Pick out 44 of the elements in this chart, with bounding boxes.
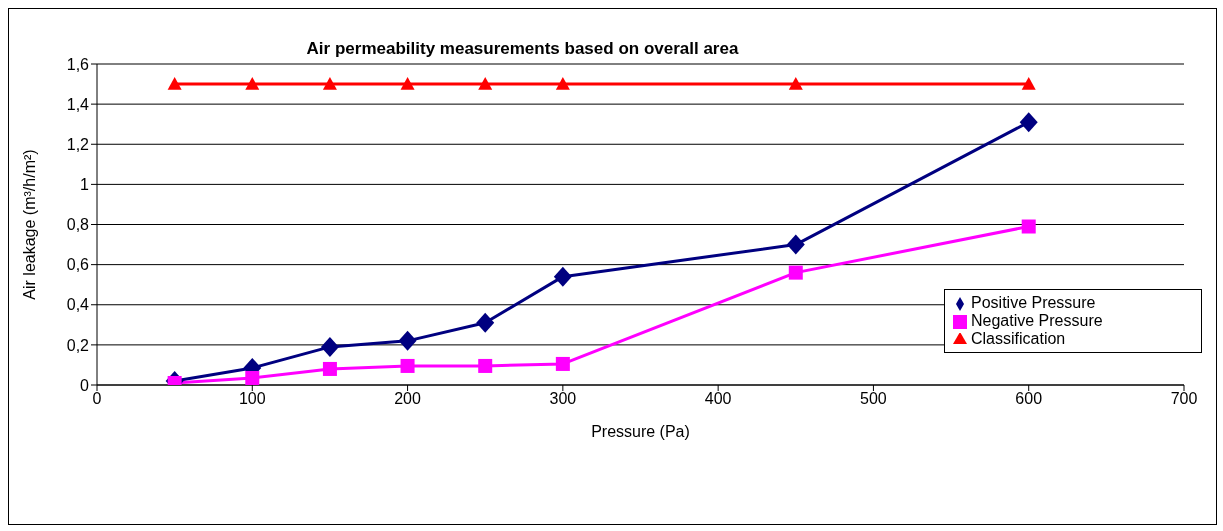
point bbox=[1021, 219, 1036, 234]
x-axis-title: Pressure (Pa) bbox=[591, 423, 690, 440]
point bbox=[553, 266, 572, 287]
point bbox=[245, 370, 260, 385]
point bbox=[245, 77, 260, 90]
point bbox=[555, 77, 570, 90]
legend-label: Negative Pressure bbox=[971, 312, 1103, 329]
point bbox=[788, 265, 803, 280]
point bbox=[322, 361, 337, 376]
point bbox=[788, 77, 803, 90]
y-axis-title: Air leakage (m³/h/m²) bbox=[20, 149, 38, 300]
y-tick-label: 0,4 bbox=[66, 296, 90, 314]
x-tick-label: 600 bbox=[1015, 390, 1043, 408]
point bbox=[400, 358, 415, 373]
y-tick-label: 0,8 bbox=[66, 216, 90, 234]
x-tick-label: 200 bbox=[394, 390, 422, 408]
y-tick-label: 1,6 bbox=[66, 55, 90, 73]
y-tick-label: 0,6 bbox=[66, 256, 90, 274]
y-tick-label: 1,2 bbox=[66, 135, 90, 153]
x-tick-label: 0 bbox=[92, 390, 102, 408]
x-tick-label: 400 bbox=[704, 390, 732, 408]
x-tick-label: 100 bbox=[238, 390, 266, 408]
point bbox=[1021, 77, 1036, 90]
chart-title: Air permeability measurements based on overall area bbox=[306, 39, 739, 58]
point bbox=[478, 358, 493, 373]
legend-label: Classification bbox=[971, 330, 1066, 347]
point bbox=[786, 234, 805, 255]
point bbox=[400, 77, 415, 90]
point bbox=[320, 336, 339, 357]
y-tick-label: 1,4 bbox=[66, 95, 90, 113]
point bbox=[478, 77, 493, 90]
y-tick-label: 0 bbox=[80, 376, 90, 394]
point bbox=[322, 77, 337, 90]
point bbox=[398, 330, 417, 351]
point bbox=[555, 356, 570, 371]
x-tick-label: 300 bbox=[549, 390, 577, 408]
x-tick-label: 500 bbox=[860, 390, 887, 408]
y-tick-label: 1 bbox=[80, 176, 90, 194]
point bbox=[476, 312, 495, 333]
legend-label: Positive Pressure bbox=[971, 294, 1096, 311]
point bbox=[167, 77, 182, 90]
y-tick-label: 0,2 bbox=[66, 336, 90, 354]
point bbox=[1019, 112, 1038, 133]
x-tick-label: 700 bbox=[1170, 390, 1198, 408]
